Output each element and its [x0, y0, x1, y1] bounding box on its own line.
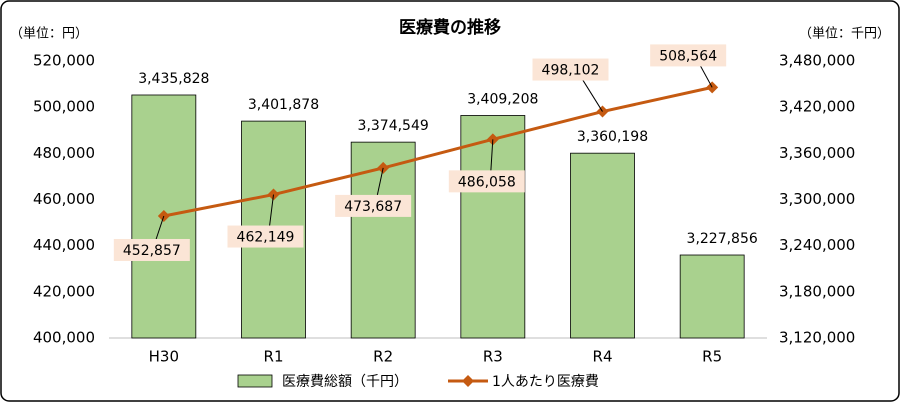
bar-label: 3,435,828 [138, 71, 209, 87]
bar-label: 3,374,549 [358, 118, 429, 134]
line-label: 486,058 [458, 174, 516, 190]
legend-marker [462, 375, 474, 387]
legend-label: 医療費総額（千円） [282, 373, 408, 390]
line-label: 473,687 [344, 199, 402, 215]
y-tick-label: 400,000 [33, 329, 95, 347]
line-label: 452,857 [123, 243, 181, 259]
y-tick-label: 460,000 [33, 190, 95, 208]
x-tick-label: R3 [483, 348, 503, 366]
line [163, 85, 713, 218]
bar-label: 3,409,208 [467, 91, 538, 107]
y-tick-label: 520,000 [33, 52, 95, 70]
y2-tick-label: 3,180,000 [779, 282, 855, 300]
leader-line [155, 215, 165, 241]
bar-label: 3,401,878 [248, 97, 319, 113]
leader-line [490, 139, 494, 172]
x-tick-label: R4 [593, 348, 613, 366]
legend-swatch [237, 374, 273, 388]
leader-line [582, 79, 603, 112]
leader-line [699, 65, 713, 88]
y2-tick-label: 3,420,000 [779, 98, 855, 116]
x-tick-label: H30 [149, 348, 179, 366]
bar-label: 3,360,198 [577, 129, 648, 145]
legend-label: 1人あたり医療費 [492, 373, 599, 390]
y-tick-label: 440,000 [33, 236, 95, 254]
y2-tick-label: 3,300,000 [779, 190, 855, 208]
label-box [650, 44, 727, 67]
x-tick-label: R2 [373, 348, 393, 366]
bar [570, 152, 635, 339]
bar [460, 115, 526, 339]
label-box [227, 225, 304, 248]
y-tick-label: 420,000 [33, 282, 95, 300]
line-label: 508,564 [659, 48, 717, 64]
label-box [335, 194, 412, 217]
chart-title: 医療費の推移 [399, 17, 501, 38]
y-tick-label: 480,000 [33, 144, 95, 162]
bar-label: 3,227,856 [687, 231, 758, 247]
y2-unit: （単位：千円） [799, 26, 890, 42]
y-tick-label: 500,000 [33, 98, 95, 116]
leader-line [269, 194, 274, 227]
leader-line [376, 167, 384, 197]
x-tick-label: R5 [702, 348, 722, 366]
label-box [532, 58, 609, 81]
bar [679, 254, 745, 339]
line-label: 462,149 [237, 230, 295, 246]
y2-tick-label: 3,360,000 [779, 144, 855, 162]
label-box [448, 170, 525, 193]
label-box [113, 238, 190, 261]
bar [350, 141, 416, 339]
y-unit: （単位：円） [10, 26, 88, 42]
x-tick-label: R1 [264, 348, 284, 366]
y2-tick-label: 3,120,000 [779, 329, 855, 347]
y2-tick-label: 3,480,000 [779, 52, 855, 70]
y2-tick-label: 3,240,000 [779, 236, 855, 254]
line-label: 498,102 [542, 63, 600, 79]
